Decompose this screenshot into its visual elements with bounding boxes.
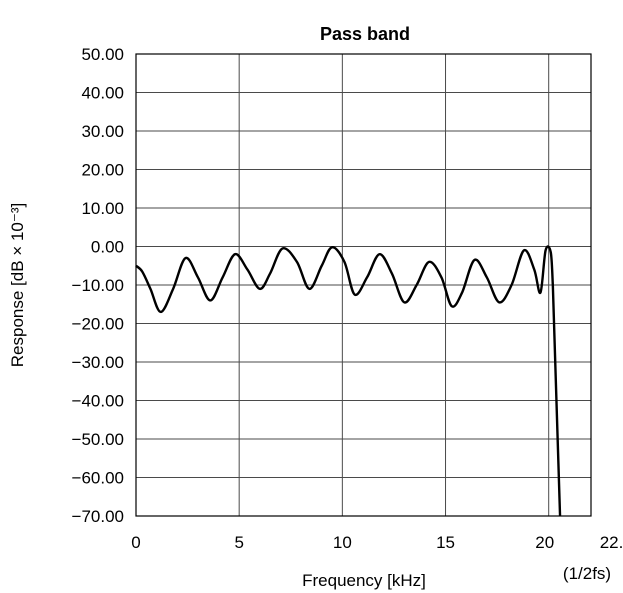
chart-title: Pass band (320, 24, 410, 44)
y-tick-label: 20.00 (81, 161, 124, 180)
y-axis-label: Response [dB × 10⁻³] (8, 203, 27, 367)
x-tick-label: 15 (436, 533, 455, 552)
x-tick-labels: 0 5 10 15 20 22.05 (131, 533, 623, 552)
x-tick-label: 5 (234, 533, 243, 552)
y-tick-label: 30.00 (81, 122, 124, 141)
plot-area (135, 245, 562, 517)
y-tick-label: −40.00 (72, 392, 124, 411)
x-tick-label: 0 (131, 533, 140, 552)
y-tick-label: 10.00 (81, 199, 124, 218)
y-tick-label: −70.00 (72, 507, 124, 526)
response-series-line (135, 245, 562, 517)
y-tick-label: −10.00 (72, 276, 124, 295)
x-tick-note: (1/2fs) (563, 564, 611, 583)
y-tick-labels: 50.00 40.00 30.00 20.00 10.00 0.00 −10.00 −20.0… (72, 45, 124, 526)
y-tick-label: 0.00 (91, 238, 124, 257)
x-tick-label: 22.05 (600, 533, 623, 552)
y-tick-label: 40.00 (81, 84, 124, 103)
x-axis-label: Frequency [kHz] (302, 571, 426, 590)
plot-frame (135, 53, 592, 517)
x-tick-label: 20 (535, 533, 554, 552)
y-tick-label: −20.00 (72, 315, 124, 334)
y-tick-label: −30.00 (72, 353, 124, 372)
y-tick-label: −50.00 (72, 430, 124, 449)
x-tick-label: 10 (333, 533, 352, 552)
y-tick-label: 50.00 (81, 45, 124, 64)
y-tick-label: −60.00 (72, 469, 124, 488)
